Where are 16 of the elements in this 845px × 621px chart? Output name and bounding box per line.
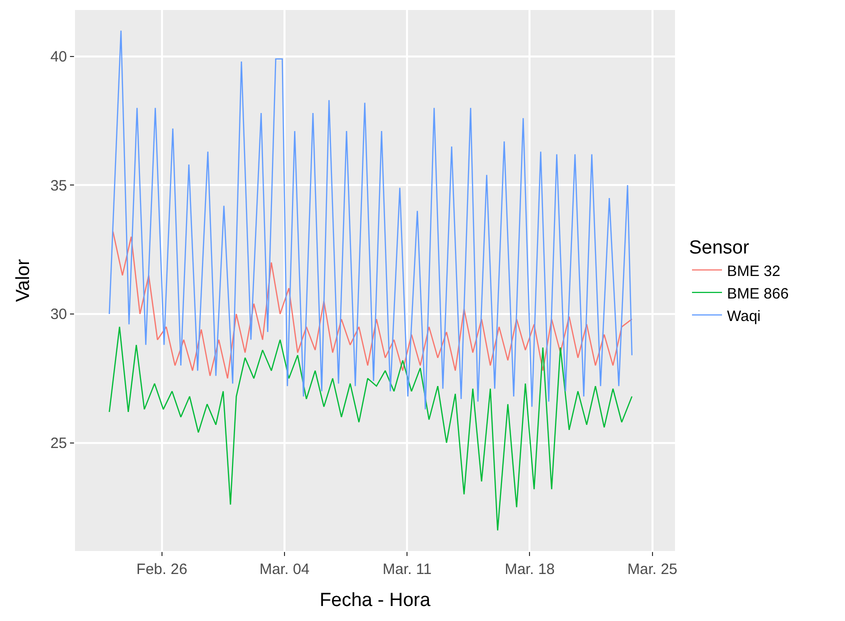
x-tick-label: Mar. 25: [627, 561, 678, 578]
legend-title: Sensor: [689, 238, 750, 259]
legend-label: Waqi: [727, 308, 761, 325]
y-tick-label: 35: [50, 177, 67, 194]
y-tick-label: 30: [50, 306, 67, 324]
y-axis-title: Valor: [13, 258, 34, 302]
line-series: [112, 230, 633, 379]
x-tick-label: Mar. 18: [504, 561, 555, 578]
y-tick-label: 40: [50, 48, 67, 66]
x-tick-label: Mar. 04: [259, 561, 310, 578]
legend-label: BME 32: [727, 262, 780, 280]
y-tick-label: 25: [50, 435, 67, 452]
x-axis-title: Fecha - Hora: [320, 590, 431, 611]
legend-label: BME 866: [727, 285, 789, 302]
x-tick-label: Mar. 11: [382, 561, 432, 578]
x-tick-label: Feb. 26: [136, 561, 188, 578]
